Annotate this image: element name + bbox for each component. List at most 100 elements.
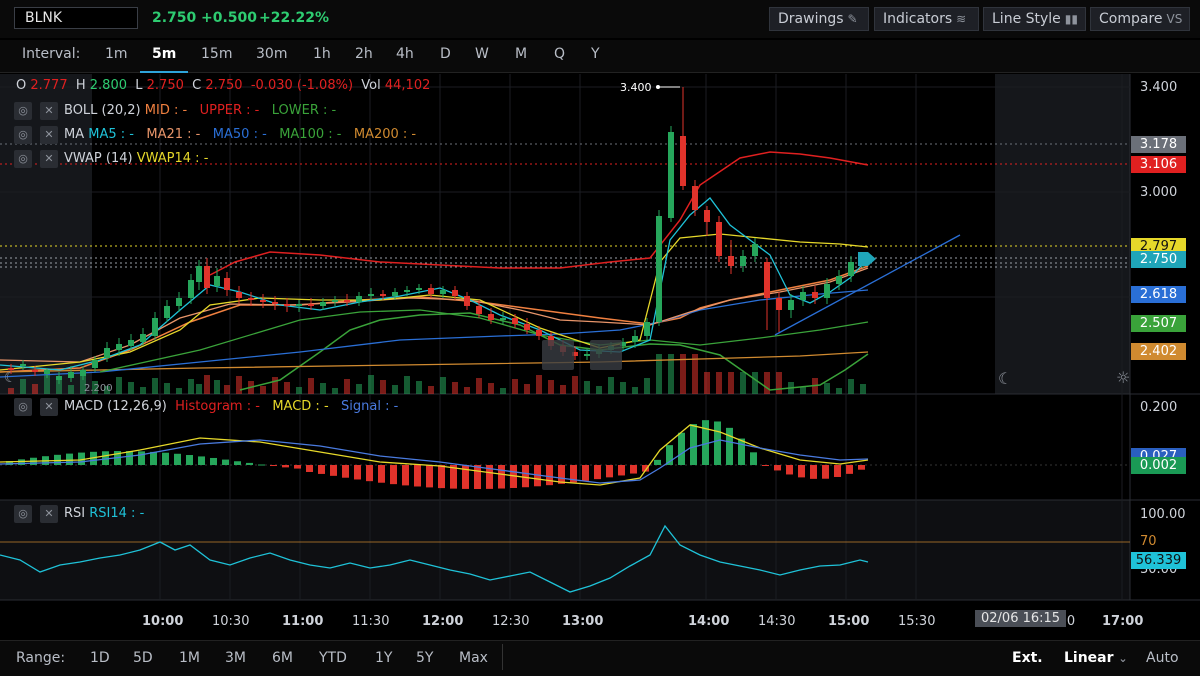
line-style-button[interactable]: Line Style ▮▮ [983,7,1086,31]
interval-m[interactable]: M [515,46,528,62]
interval-1m[interactable]: 1m [105,46,128,62]
macd-histogram-bar [306,465,313,472]
volume-bar [848,379,854,394]
macd-histogram-bar [822,465,829,479]
volume-bar [632,387,638,394]
candle-body [380,294,386,296]
macd-histogram-bar [594,465,601,480]
volume-bar [656,354,662,394]
volume-bar [644,378,650,394]
interval-5m[interactable]: 5m [152,46,177,62]
macd-histogram-bar [330,465,337,476]
time-label: 10:00 [142,614,184,629]
range-3m[interactable]: 3M [225,650,246,666]
auto-scale-toggle[interactable]: Auto [1146,650,1179,666]
close-icon[interactable]: ✕ [40,398,58,416]
time-label: 14:30 [758,614,796,629]
compare-vs-icon: VS [1166,12,1183,26]
compare-button[interactable]: Compare VS [1090,7,1190,31]
volume-bar [140,387,146,394]
candle-body [176,298,182,306]
candle-body [584,354,590,356]
rsi-axis-tick: 100.00 [1140,507,1186,522]
macd-histogram-bar [222,459,229,465]
volume-bar [272,377,278,394]
macd-histogram-bar [858,465,865,470]
volume-bar [464,387,470,394]
macd-histogram-bar [702,420,709,465]
interval-4h[interactable]: 4h [396,46,414,62]
volume-bar [196,384,202,394]
close-icon[interactable]: ✕ [40,126,58,144]
interval-y[interactable]: Y [591,46,600,62]
interval-w[interactable]: W [475,46,489,62]
extended-hours-toggle[interactable]: Ext. [1012,650,1043,666]
candle-body [248,298,254,300]
candle-body [128,340,134,346]
eye-icon[interactable]: ◎ [14,505,32,523]
volume-bars [8,354,866,394]
interval-15m[interactable]: 15m [201,46,233,62]
range-max[interactable]: Max [459,650,488,666]
interval-1h[interactable]: 1h [313,46,331,62]
scale-select[interactable]: Linear ⌄ [1064,650,1128,666]
extended-hours-shade-left [0,74,92,394]
candle-body [296,304,302,306]
interval-q[interactable]: Q [554,46,566,62]
trend-line-drawing[interactable] [774,234,961,336]
eye-icon[interactable]: ◎ [14,126,32,144]
drawing-handle-right[interactable] [590,340,622,370]
close-icon[interactable]: ✕ [40,150,58,168]
indicators-button[interactable]: Indicators ≋ [874,7,979,31]
eye-icon[interactable]: ◎ [14,150,32,168]
macd-histogram-bar [426,465,433,488]
left-axis-value: 2.200 [84,383,113,394]
candle-body [848,262,854,276]
range-1y[interactable]: 1Y [375,650,393,666]
compare-label: Compare [1099,11,1163,27]
range-1m[interactable]: 1M [179,650,200,666]
volume-bar [728,372,734,394]
drawing-handle-left[interactable] [542,340,574,370]
macd-histogram-bar [582,465,589,481]
range-ytd[interactable]: YTD [319,650,347,666]
time-label: 14:00 [688,614,730,629]
candle-body [524,324,530,330]
interval-2h[interactable]: 2h [355,46,373,62]
close-icon[interactable]: ✕ [40,505,58,523]
candle-body [104,348,110,358]
boll-lower: LOWER : - [271,103,337,118]
interval-30m[interactable]: 30m [256,46,288,62]
boll-mid: MID : - [144,103,188,118]
vwap-legend: VWAP (14) VWAP14 : - [64,151,208,166]
candle-body [188,280,194,298]
range-5y[interactable]: 5Y [416,650,434,666]
candle-body [344,300,350,302]
volume-bar [368,375,374,394]
volume-bar [44,375,50,394]
range-6m[interactable]: 6M [272,650,293,666]
close-value: 2.750 [205,78,243,93]
time-label: 11:00 [282,614,324,629]
range-5d[interactable]: 5D [133,650,153,666]
candle-body [320,302,326,306]
volume-bar [860,384,866,394]
range-1d[interactable]: 1D [90,650,110,666]
symbol-input[interactable]: BLNK [14,7,138,29]
macd-histogram-bar [186,455,193,465]
macd-histogram-bar [102,451,109,465]
volume-bar [512,379,518,394]
scale-label: Linear [1064,650,1114,666]
candle-body [368,294,374,296]
eye-icon[interactable]: ◎ [14,102,32,120]
interval-d[interactable]: D [440,46,451,62]
eye-icon[interactable]: ◎ [14,398,32,416]
macd-histogram-bar [378,465,385,483]
price-box-3178: 3.178 [1131,136,1186,153]
volume-bar [428,386,434,394]
drawings-button[interactable]: Drawings ✎ [769,7,869,31]
close-icon[interactable]: ✕ [40,102,58,120]
macd-histogram-bar [162,452,169,465]
macd-histogram-bar [66,453,73,465]
